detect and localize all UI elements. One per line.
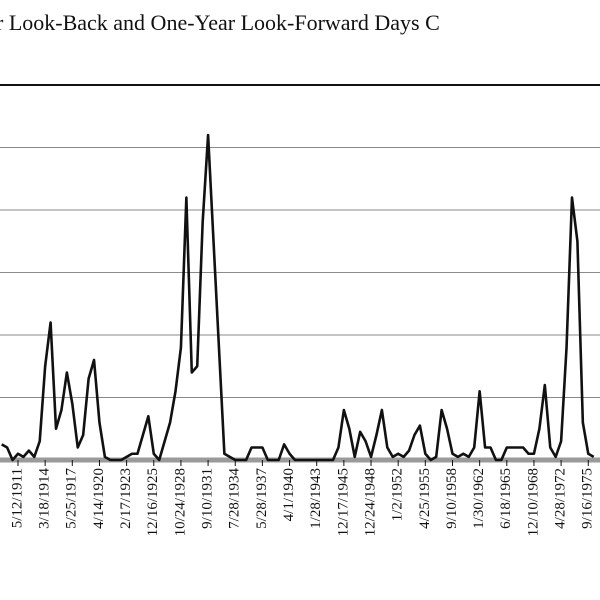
x-tick-label: 1/30/1962 <box>471 468 487 529</box>
x-tick-label: 9/10/1931 <box>200 468 216 529</box>
x-tick-label: 1/2/1952 <box>390 468 406 521</box>
x-tick-label: 3/18/1914 <box>37 468 53 529</box>
x-tick-label: 4/14/1920 <box>91 468 107 529</box>
x-tick-label: 12/24/1948 <box>362 468 378 536</box>
x-tick-label: 12/17/1945 <box>335 468 351 536</box>
x-tick-label: 7/28/1934 <box>227 468 243 529</box>
data-line <box>1 133 595 462</box>
x-tick-label: 6/18/1965 <box>498 468 514 529</box>
x-tick-label: 4/28/1972 <box>553 468 569 529</box>
x-tick-label: 5/12/1911 <box>9 468 25 528</box>
x-tick-label: 4/1/1940 <box>281 468 297 521</box>
x-tick-label: 9/16/1975 <box>580 468 596 529</box>
x-tick-label: 4/25/1955 <box>417 468 433 529</box>
x-tick-label: 12/10/1968 <box>525 468 541 536</box>
x-tick-label: 9/10/1958 <box>444 468 460 529</box>
x-tick-label: 10/24/1928 <box>172 468 188 536</box>
x-tick-label: 12/16/1925 <box>145 468 161 536</box>
x-tick-label: 5/25/1917 <box>64 468 80 529</box>
chart-title: r Look-Back and One-Year Look-Forward Da… <box>0 10 440 35</box>
x-tick-label: 5/28/1937 <box>254 468 270 529</box>
x-tick-label: 1/28/1943 <box>308 468 324 529</box>
x-tick-label: 2/17/1923 <box>118 468 134 529</box>
